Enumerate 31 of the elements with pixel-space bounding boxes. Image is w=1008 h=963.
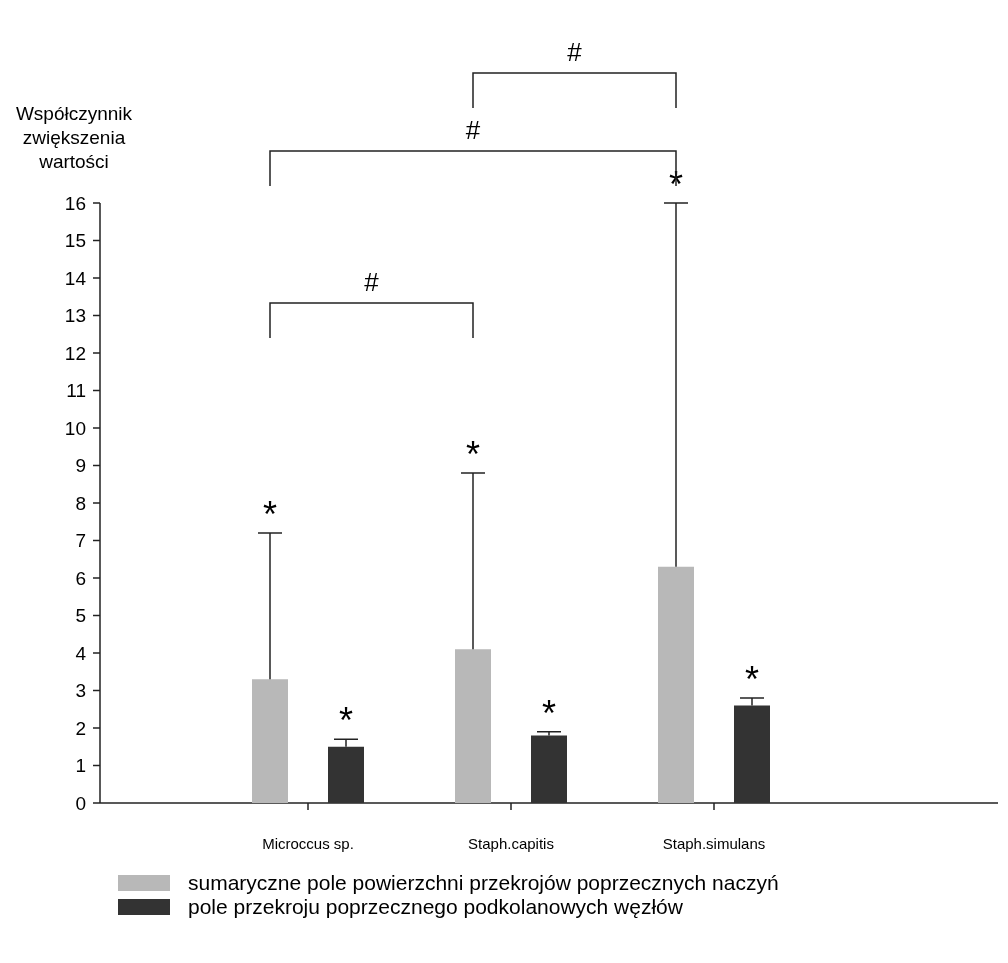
annotation: * bbox=[744, 659, 760, 700]
y-tick-label: 6 bbox=[75, 567, 86, 589]
annotation: * bbox=[541, 692, 557, 734]
annotation: * bbox=[338, 700, 354, 742]
x-tick-label: Microccus sp. bbox=[262, 835, 354, 852]
y-tick-label: 4 bbox=[75, 642, 87, 664]
y-axis-title: Współczynnik zwiększenia wartości bbox=[15, 103, 133, 172]
y-tick-label: 16 bbox=[64, 192, 86, 214]
y-tick-label: 5 bbox=[75, 605, 86, 627]
x-tick-label: Staph.capitis bbox=[468, 835, 554, 852]
annotation: * bbox=[262, 494, 278, 535]
text: # bbox=[567, 37, 583, 67]
y-tick-label: 8 bbox=[75, 492, 86, 514]
legend-label: pole przekroju poprzecznego podkolanowych węzłów bbox=[188, 895, 684, 919]
y-tick-label: 13 bbox=[64, 305, 86, 327]
y-tick-label: 11 bbox=[66, 380, 86, 402]
y-tick-label: 12 bbox=[64, 342, 86, 364]
legend-label: sumaryczne pole powierzchni przekrojów poprzecznych naczyń bbox=[188, 871, 779, 895]
text: # bbox=[465, 115, 481, 145]
y-tick-label: 9 bbox=[75, 455, 86, 477]
y-tick-label: 10 bbox=[64, 417, 86, 439]
annotation: * bbox=[465, 434, 481, 475]
y-tick-label: 3 bbox=[75, 680, 86, 702]
y-tick-label: 15 bbox=[64, 230, 86, 252]
y-tick-label: 7 bbox=[75, 530, 86, 552]
y-tick-label: 14 bbox=[64, 267, 87, 289]
y-tick-label: 1 bbox=[75, 755, 86, 777]
y-tick-label: 0 bbox=[75, 792, 86, 814]
annotation: # bbox=[364, 267, 380, 297]
x-tick-label: Staph.simulans bbox=[662, 835, 766, 852]
y-tick-label: 2 bbox=[75, 717, 86, 739]
